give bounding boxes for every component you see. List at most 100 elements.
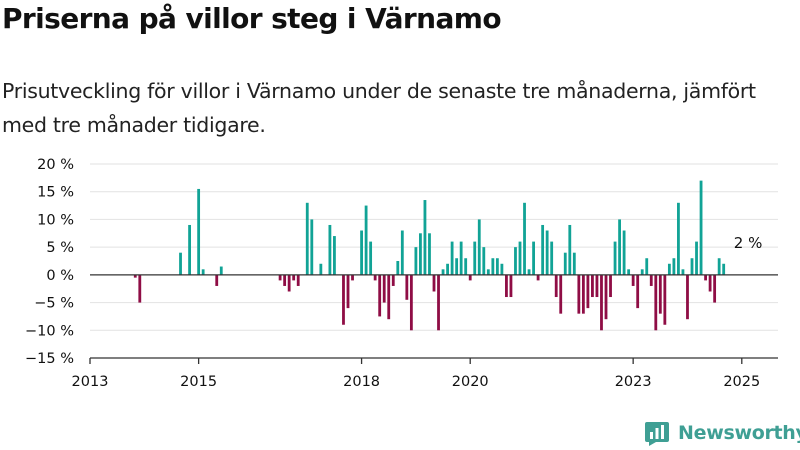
bar [541,224,545,275]
bar [419,233,422,275]
bar [722,263,726,275]
bar [133,274,137,278]
bar [532,241,535,275]
bar [495,258,499,275]
bar [414,247,418,275]
bar [296,274,300,286]
bar [477,219,481,275]
bar [604,274,608,320]
bar [188,224,191,275]
bar [400,230,404,275]
grid-lines [90,163,778,331]
bar [459,241,463,275]
x-axis: 2013 2015 2018 2020 2023 2025 [72,274,778,390]
bar [640,269,644,275]
bar [446,263,449,275]
bar [179,252,182,275]
bar-chart-logo-icon [645,422,669,446]
x-tick-label: 2013 [72,374,109,390]
bar [201,269,205,275]
bar [197,188,201,275]
bar [482,247,486,275]
bar [283,274,287,286]
bar [138,274,142,303]
bar [658,274,662,314]
x-tick-label: 2023 [615,374,652,390]
bar [450,241,454,275]
y-tick-label: 5 % [46,240,74,256]
bar [360,230,363,275]
bar [514,247,517,275]
bar [699,180,703,275]
bar [672,258,676,275]
bar [441,269,445,275]
bar [387,274,391,320]
bar [545,230,549,275]
bar [550,241,554,275]
bar [405,274,409,300]
bar [677,202,680,275]
bar [704,274,707,281]
y-tick-label: −5 % [34,296,74,312]
x-tick-label: 2018 [343,374,380,390]
y-tick-label: −15 % [25,351,74,367]
x-tick-label: 2015 [180,374,217,390]
bar [717,258,721,275]
y-tick-label: 15 % [37,185,74,201]
bar [409,274,413,331]
bar [663,274,667,325]
bar [373,274,377,281]
bar [310,219,314,275]
bar [486,269,490,275]
bar [292,274,296,281]
bar [527,269,531,275]
bar [437,274,440,331]
bar [468,274,472,281]
bar [636,274,640,309]
bar [695,241,698,275]
bar [559,274,563,314]
bar [536,274,540,281]
bar [396,261,400,275]
y-tick-label: −10 % [25,323,74,339]
bar [342,274,345,325]
x-tick-label: 2025 [723,374,760,390]
bar [305,202,309,275]
brand-name: Newsworthy [678,422,800,444]
bar [581,274,585,314]
bar [351,274,354,281]
bar [500,263,504,275]
bar [423,200,427,275]
bar [622,230,626,275]
bar [287,274,291,292]
bar [319,263,323,275]
bar [649,274,653,286]
bar [654,274,658,331]
y-axis-ticks: −15 % −10 % −5 % 0 % 5 % 10 % 15 % 20 % [25,157,74,367]
bar [364,205,368,275]
bar [333,236,336,275]
bar [618,219,621,275]
bar [491,258,495,275]
bar [346,274,350,309]
bar [464,258,468,275]
bar [378,274,382,317]
bar [591,274,594,298]
bar [505,274,508,298]
bar [600,274,603,331]
bar [690,258,694,275]
bar [518,241,522,275]
bar [645,258,649,275]
bar [391,274,395,286]
x-tick-label: 2020 [452,374,489,390]
bar [609,274,612,298]
bar [523,202,526,275]
bar [681,269,685,275]
bar [369,241,373,275]
bar [577,274,581,314]
bar [627,269,631,275]
bar [554,274,558,298]
bar [595,274,599,298]
bar [432,274,436,292]
newsworthy-logo: Newsworthy [644,420,800,446]
